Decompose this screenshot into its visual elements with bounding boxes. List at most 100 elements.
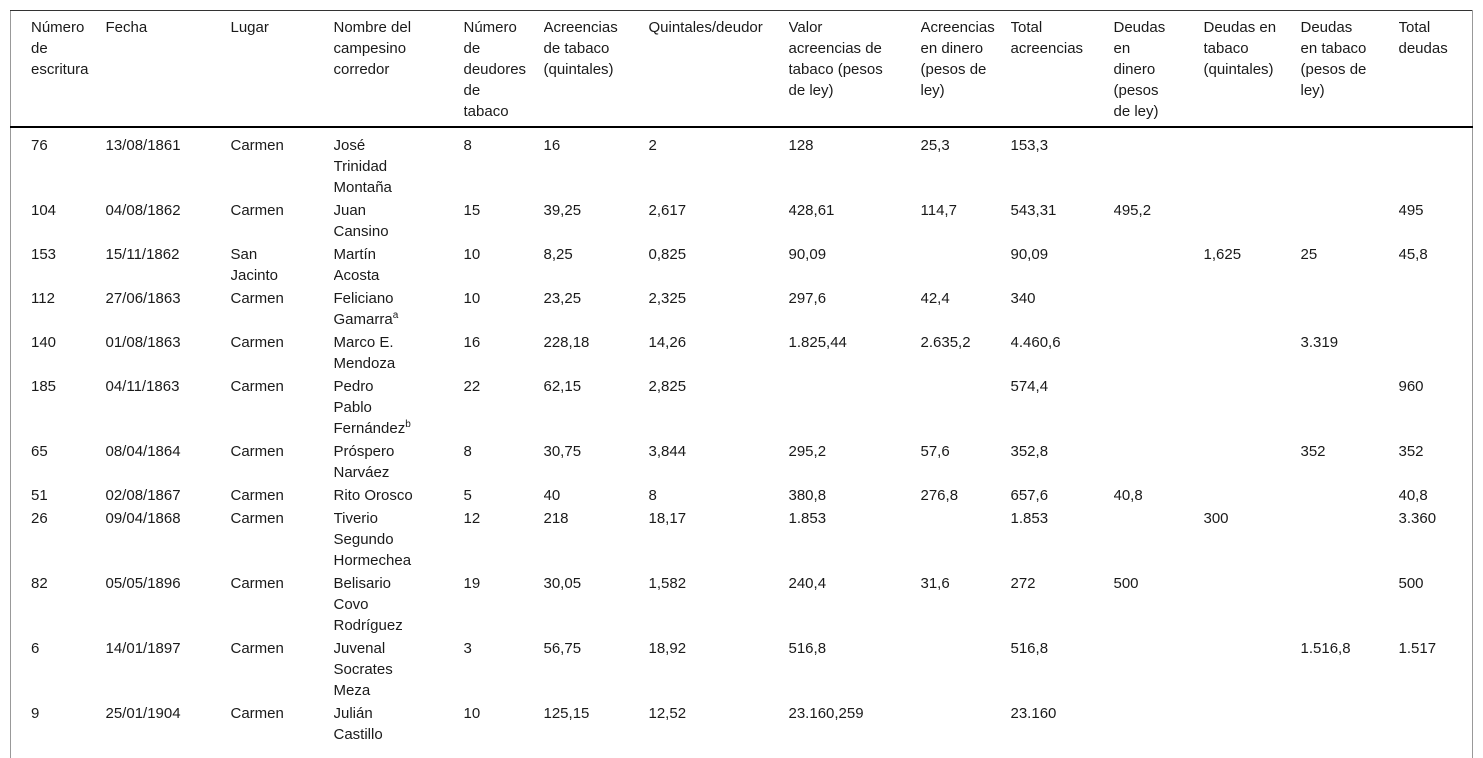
cell-acreencias-tabaco-quintales: 40 [543, 487, 561, 504]
column-header-8: Valor acreencias de tabaco (pesos de ley… [788, 10, 921, 128]
cell-deudas-tabaco-quintales [1204, 127, 1301, 199]
cell-acreencias-dinero: 25,3 [920, 137, 950, 154]
cell-numero-escritura: 104 [31, 202, 57, 219]
cell-numero-escritura: 112 [31, 290, 55, 307]
cell-acreencias-dinero: 2.635,2 [920, 334, 971, 351]
cell-lugar: Carmen [230, 290, 284, 307]
cell-lugar: Carmen [230, 202, 284, 219]
cell-total-deudas: 500 [1398, 575, 1424, 592]
cell-numero-deudores: 10 [463, 290, 481, 307]
cell-numero-deudores: 10 [463, 246, 481, 263]
cell-total-deudas [1399, 127, 1473, 199]
cell-acreencias-tabaco-quintales: 125,15 [543, 705, 590, 722]
cell-deudas-tabaco-quintales [1204, 484, 1301, 507]
cell-valor-acreencias-tabaco: 295,2 [788, 443, 827, 460]
cell-fecha: 02/08/1867 [105, 487, 181, 504]
cell-deudas-dinero [1114, 440, 1204, 484]
cell-deudas-tabaco-pesos [1301, 375, 1399, 440]
cell-deudas-dinero [1114, 637, 1204, 702]
table-row: 9 25/01/1904 Carmen Julián Castillo 10 125,15… [11, 702, 1473, 758]
table-row: 140 01/08/1863 Carmen Marco E. Mendoza 16 228… [11, 331, 1473, 375]
cell-total-acreencias: 1.853 [1010, 510, 1049, 527]
cell-numero-escritura: 76 [31, 137, 48, 154]
column-header-9: Acreencias en dinero (pesos de ley) [920, 10, 1011, 128]
cell-quintales-deudor: 2,825 [648, 378, 687, 395]
cell-deudas-tabaco-quintales [1204, 287, 1301, 331]
cell-total-deudas: 1.517 [1398, 640, 1437, 657]
cell-acreencias-tabaco-quintales: 62,15 [543, 378, 582, 395]
cell-acreencias-dinero [921, 243, 1011, 287]
column-header-7: Quintales/deudor [648, 10, 789, 128]
cell-valor-acreencias-tabaco: 516,8 [788, 640, 827, 657]
cell-fecha: 13/08/1861 [105, 137, 181, 154]
cell-lugar: Carmen [230, 705, 284, 722]
cell-deudas-dinero [1114, 375, 1204, 440]
cell-deudas-tabaco-pesos [1301, 507, 1399, 572]
cell-valor-acreencias-tabaco [789, 375, 921, 440]
cell-quintales-deudor: 0,825 [648, 246, 687, 263]
cell-total-acreencias: 340 [1010, 290, 1036, 307]
column-header-4: Nombre del campesino corredor [333, 10, 464, 128]
cell-nombre-campesino: Juan Cansino [333, 202, 389, 240]
cell-quintales-deudor: 8 [648, 487, 657, 504]
cell-numero-deudores: 3 [463, 640, 472, 657]
cell-numero-escritura: 140 [31, 334, 57, 351]
cell-quintales-deudor: 18,17 [648, 510, 687, 527]
cell-deudas-tabaco-pesos: 3.319 [1300, 334, 1339, 351]
cell-nombre-campesino: Próspero Narváez [333, 443, 395, 481]
cell-lugar: Carmen [230, 487, 284, 504]
footnote-marker: b [405, 419, 411, 430]
table-row: 6 14/01/1897 Carmen Juvenal Socrates Meza 3 5… [11, 637, 1473, 702]
table-row: 82 05/05/1896 Carmen Belisario Covo Rodrígu… [11, 572, 1473, 637]
cell-deudas-tabaco-pesos [1301, 484, 1399, 507]
cell-nombre-campesino: Belisario Covo Rodríguez [333, 575, 403, 634]
cell-total-acreencias: 4.460,6 [1010, 334, 1061, 351]
cell-total-deudas: 3.360 [1398, 510, 1437, 527]
tobacco-credits-table: Número de escritura Fecha Lugar Nombre del … [10, 10, 1473, 758]
cell-quintales-deudor: 18,92 [648, 640, 687, 657]
cell-total-acreencias: 153,3 [1010, 137, 1049, 154]
cell-numero-deudores: 15 [463, 202, 481, 219]
cell-acreencias-tabaco-quintales: 30,05 [543, 575, 582, 592]
cell-fecha: 27/06/1863 [105, 290, 181, 307]
table-row: 104 04/08/1862 Carmen Juan Cansino 15 39,25 2,… [11, 199, 1473, 243]
cell-deudas-dinero: 40,8 [1113, 487, 1143, 504]
cell-total-deudas: 352 [1398, 443, 1424, 460]
cell-fecha: 05/05/1896 [105, 575, 181, 592]
cell-numero-escritura: 65 [31, 443, 48, 460]
cell-acreencias-dinero: 57,6 [920, 443, 950, 460]
cell-total-acreencias: 352,8 [1010, 443, 1049, 460]
column-header-1: Número de escritura [10, 10, 106, 128]
cell-deudas-tabaco-quintales [1204, 572, 1301, 637]
cell-nombre-campesino: Juvenal Socrates Meza [333, 640, 393, 699]
cell-nombre-campesino: Feliciano Gamarraa [333, 290, 399, 328]
cell-total-acreencias: 657,6 [1010, 487, 1049, 504]
column-header-2: Fecha [105, 10, 231, 128]
cell-valor-acreencias-tabaco: 1.853 [788, 510, 827, 527]
cell-deudas-tabaco-quintales [1204, 331, 1301, 375]
cell-deudas-tabaco-pesos: 25 [1300, 246, 1318, 263]
cell-deudas-tabaco-quintales [1204, 702, 1301, 758]
header-row: Número de escritura Fecha Lugar Nombre del … [10, 10, 1473, 128]
cell-numero-deudores: 8 [463, 443, 472, 460]
cell-deudas-tabaco-pesos [1301, 127, 1399, 199]
cell-acreencias-dinero: 114,7 [920, 202, 957, 219]
cell-numero-deudores: 5 [463, 487, 472, 504]
table-header: Número de escritura Fecha Lugar Nombre del … [10, 10, 1473, 128]
cell-numero-deudores: 16 [463, 334, 481, 351]
cell-deudas-dinero [1114, 331, 1204, 375]
cell-total-deudas: 495 [1398, 202, 1424, 219]
cell-deudas-dinero [1114, 702, 1204, 758]
cell-total-deudas [1399, 702, 1473, 758]
cell-numero-escritura: 9 [31, 705, 40, 722]
cell-quintales-deudor: 2,617 [648, 202, 687, 219]
cell-lugar: Carmen [230, 510, 284, 527]
cell-valor-acreencias-tabaco: 128 [788, 137, 814, 154]
cell-total-deudas: 960 [1398, 378, 1424, 395]
cell-deudas-dinero: 495,2 [1113, 202, 1152, 219]
cell-quintales-deudor: 2,325 [648, 290, 687, 307]
cell-total-acreencias: 90,09 [1010, 246, 1049, 263]
cell-total-deudas [1399, 331, 1473, 375]
cell-numero-escritura: 82 [31, 575, 48, 592]
table-body: 76 13/08/1861 Carmen José Trinidad Montaña 8… [11, 127, 1473, 758]
